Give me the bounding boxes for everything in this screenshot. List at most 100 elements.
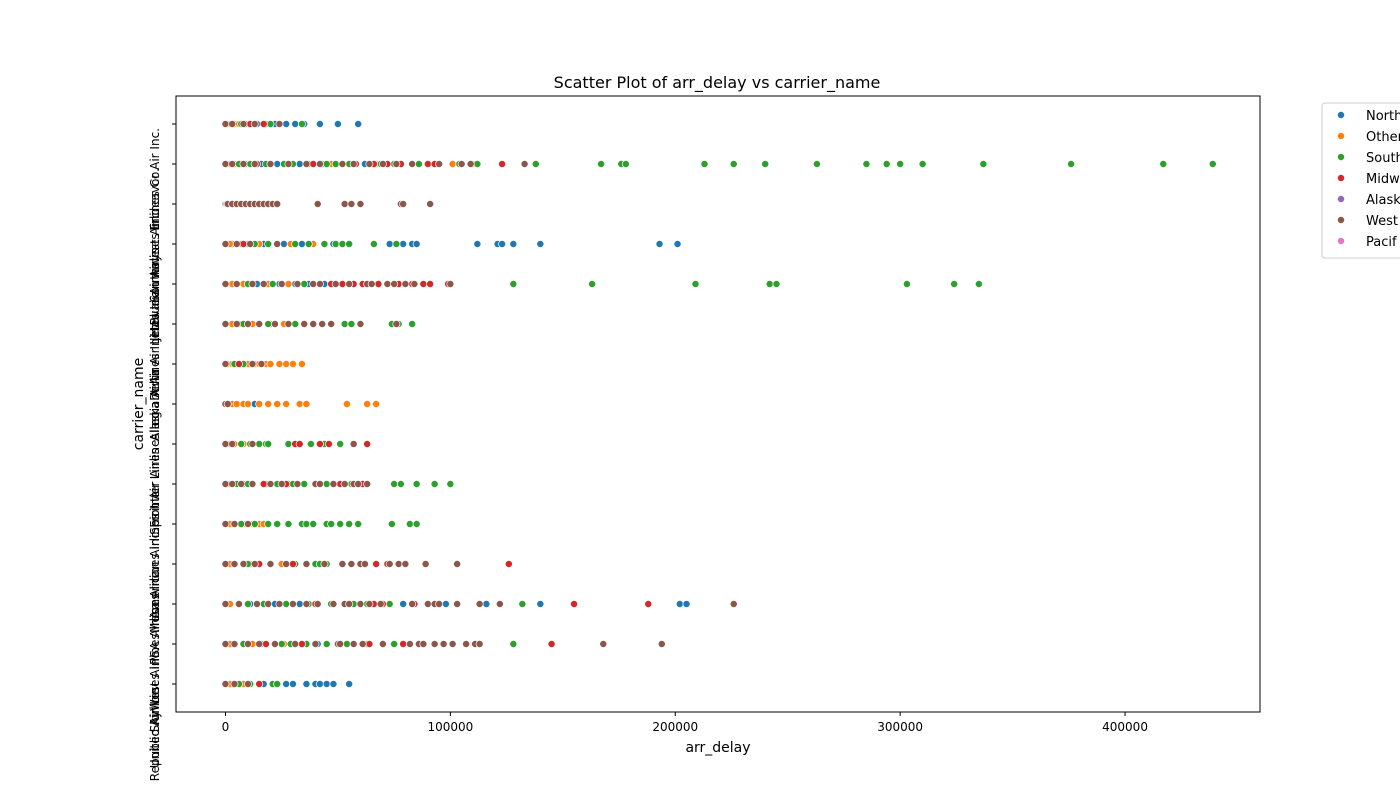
data-point-south xyxy=(761,160,770,168)
data-point-west xyxy=(230,640,239,648)
data-point-south xyxy=(284,520,293,528)
data-point-north xyxy=(399,240,408,248)
data-point-west xyxy=(408,600,417,608)
data-point-west xyxy=(349,160,358,168)
legend-label: Pacif xyxy=(1366,235,1397,250)
data-point-south xyxy=(902,280,911,288)
data-point-south xyxy=(765,280,774,288)
data-point-south xyxy=(237,440,246,448)
data-point-west xyxy=(475,640,484,648)
data-point-west xyxy=(462,640,471,648)
data-point-midw xyxy=(399,640,408,648)
data-point-north xyxy=(673,240,682,248)
data-point-south xyxy=(237,520,246,528)
data-point-north xyxy=(682,600,691,608)
data-point-west xyxy=(311,640,320,648)
data-point-west xyxy=(349,640,358,648)
y-axis-label: carrier_name xyxy=(131,358,147,451)
data-point-west xyxy=(300,320,309,328)
data-point-other xyxy=(282,360,291,368)
data-point-other xyxy=(342,400,351,408)
data-point-south xyxy=(268,280,277,288)
data-point-other xyxy=(302,400,311,408)
data-point-west xyxy=(378,640,387,648)
data-point-west xyxy=(408,160,417,168)
data-point-north xyxy=(282,680,291,688)
data-point-west xyxy=(244,520,252,528)
data-point-south xyxy=(896,160,905,168)
data-point-west xyxy=(221,640,230,648)
data-point-west xyxy=(446,280,455,288)
data-point-west xyxy=(239,560,248,568)
data-point-west xyxy=(221,560,230,568)
data-point-west xyxy=(255,320,264,328)
y-tick-label: Frontier Airlines Inc. xyxy=(148,408,162,528)
data-point-south xyxy=(264,320,273,328)
x-axis-ticks: 0 100000 200000 300000 400000 xyxy=(222,712,1148,734)
data-point-north xyxy=(322,680,331,688)
data-point-south xyxy=(291,240,300,248)
data-point-midw xyxy=(363,440,372,448)
data-point-west xyxy=(275,600,284,608)
data-point-south xyxy=(322,480,331,488)
y-tick-label: JetBlue Airways xyxy=(148,248,162,342)
data-point-midw xyxy=(498,160,507,168)
data-point-north xyxy=(345,680,354,688)
legend-label: North xyxy=(1366,109,1400,124)
data-point-west xyxy=(729,600,738,608)
data-point-west xyxy=(430,640,439,648)
data-point-south xyxy=(291,320,300,328)
data-point-north xyxy=(412,240,421,248)
data-point-west xyxy=(336,640,345,648)
data-point-west xyxy=(365,160,374,168)
data-point-south xyxy=(588,280,597,288)
data-points xyxy=(221,120,1217,688)
data-point-west xyxy=(277,280,286,288)
data-point-west xyxy=(421,560,430,568)
data-point-south xyxy=(255,440,264,448)
legend-marker xyxy=(1337,132,1345,140)
data-point-west xyxy=(221,520,230,528)
data-point-west xyxy=(383,280,392,288)
data-point-north xyxy=(315,120,324,128)
data-point-west xyxy=(358,640,367,648)
data-point-midw xyxy=(644,600,653,608)
data-point-south xyxy=(309,520,318,528)
data-point-other xyxy=(255,400,264,408)
x-axis-label: arr_delay xyxy=(685,740,750,756)
legend-label: Other xyxy=(1366,130,1400,145)
data-point-south xyxy=(430,480,439,488)
data-point-west xyxy=(293,280,302,288)
data-point-west xyxy=(230,680,239,688)
data-point-west xyxy=(235,600,243,608)
data-point-midw xyxy=(374,280,383,288)
data-point-south xyxy=(1208,160,1217,168)
data-point-west xyxy=(221,360,230,368)
data-point-other xyxy=(232,400,241,408)
data-point-south xyxy=(390,480,399,488)
data-point-north xyxy=(273,160,282,168)
data-point-west xyxy=(318,320,327,328)
data-point-west xyxy=(228,120,237,128)
data-point-west xyxy=(340,200,349,208)
data-point-north xyxy=(333,120,342,128)
data-point-midw xyxy=(570,600,579,608)
data-point-west xyxy=(345,280,354,288)
data-point-west xyxy=(495,600,504,608)
data-point-north xyxy=(473,240,482,248)
data-point-south xyxy=(390,640,399,648)
data-point-west xyxy=(309,280,318,288)
data-point-north xyxy=(302,680,311,688)
data-point-west xyxy=(264,600,273,608)
data-point-midw xyxy=(255,680,264,688)
data-point-south xyxy=(320,240,329,248)
data-point-west xyxy=(435,600,444,608)
data-point-west xyxy=(426,200,435,208)
y-tick-label: Mesa Airlines Inc. xyxy=(148,528,162,633)
y-tick-label: Delta Air Lines Inc. xyxy=(148,288,162,401)
data-point-south xyxy=(297,120,306,128)
data-point-west xyxy=(313,600,322,608)
data-point-west xyxy=(457,160,466,168)
data-point-south xyxy=(729,160,738,168)
